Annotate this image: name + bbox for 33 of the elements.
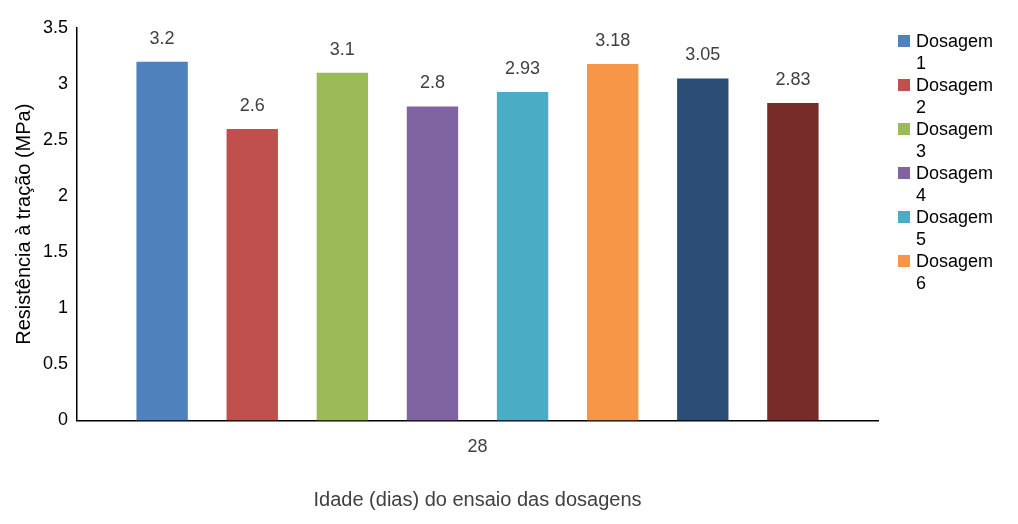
legend-label: Dosagem 1 bbox=[916, 30, 995, 74]
data-label: 3.1 bbox=[329, 38, 355, 59]
y-tick-label: 0.5 bbox=[42, 353, 69, 374]
data-label: 3.2 bbox=[149, 27, 175, 48]
y-tick-label: 1 bbox=[58, 297, 69, 318]
y-tick-label: 3.5 bbox=[42, 16, 69, 37]
y-tick-label: 2 bbox=[58, 185, 69, 206]
data-label: 3.05 bbox=[685, 44, 721, 65]
x-axis-title: Idade (dias) do ensaio das dosagens bbox=[313, 487, 642, 510]
y-tick-label: 3 bbox=[58, 73, 69, 94]
bar bbox=[496, 91, 549, 421]
bar bbox=[767, 103, 819, 421]
bar bbox=[226, 128, 278, 421]
y-tick-label: 1.5 bbox=[42, 241, 69, 262]
legend-label: Dosagem 5 bbox=[916, 206, 995, 250]
legend-label: Dosagem 4 bbox=[916, 162, 995, 206]
bar bbox=[136, 61, 188, 421]
y-axis-title: Resistência à tração (MPa) bbox=[11, 103, 34, 345]
legend-label: Dosagem 6 bbox=[916, 250, 995, 294]
data-label: 2.83 bbox=[775, 69, 811, 90]
bar bbox=[677, 78, 729, 421]
data-label: 3.18 bbox=[595, 29, 631, 50]
bar bbox=[316, 72, 369, 421]
x-tick-label: 28 bbox=[467, 436, 488, 457]
data-label: 2.6 bbox=[239, 94, 265, 115]
y-tick-label: 0 bbox=[58, 409, 69, 430]
data-label: 2.8 bbox=[419, 72, 445, 93]
bar bbox=[587, 63, 639, 421]
data-label: 2.93 bbox=[505, 57, 541, 78]
legend-label: Dosagem 2 bbox=[916, 74, 995, 118]
legend-label: Dosagem 3 bbox=[916, 118, 995, 162]
y-tick-label: 2.5 bbox=[42, 129, 69, 150]
bar bbox=[406, 106, 459, 421]
